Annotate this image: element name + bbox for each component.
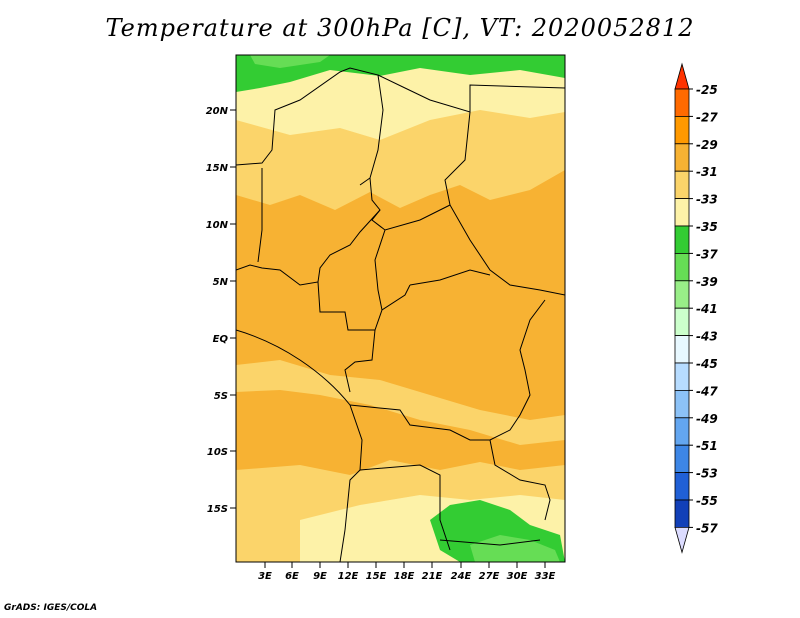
lat-tick-15s: 15S bbox=[207, 504, 236, 515]
colorbar-label: -49 bbox=[696, 412, 718, 426]
longitude-axis: 3E 6E 9E 12E 15E 18E 21E 24E 27E 30E 33E bbox=[258, 562, 556, 582]
country-borders bbox=[236, 67, 565, 562]
lon-label-12e: 12E bbox=[338, 571, 359, 582]
colorbar-label: -55 bbox=[696, 494, 718, 508]
colorbar-segment bbox=[674, 417, 690, 446]
lat-label-10s: 10S bbox=[207, 447, 228, 458]
lon-tick-3e: 3E bbox=[258, 562, 272, 582]
field-south-lightgreen bbox=[470, 535, 560, 562]
colorbar-segment bbox=[674, 280, 690, 309]
lon-tick-24e: 24E bbox=[451, 562, 472, 582]
map-frame bbox=[235, 54, 566, 563]
lon-label-24e: 24E bbox=[451, 571, 472, 582]
lat-tick-5n: 5N bbox=[213, 277, 236, 288]
lon-label-15e: 15E bbox=[366, 571, 387, 582]
lon-tick-15e: 15E bbox=[366, 562, 387, 582]
lat-label-5n: 5N bbox=[213, 277, 229, 288]
lon-tick-12e: 12E bbox=[338, 562, 359, 582]
lat-label-10n: 10N bbox=[206, 220, 229, 231]
field-eq-yellow bbox=[236, 360, 565, 445]
chart-title: Temperature at 300hPa [C], VT: 202005281… bbox=[105, 14, 695, 42]
colorbar-segment bbox=[674, 252, 690, 282]
lon-label-18e: 18E bbox=[394, 571, 415, 582]
lat-tick-10s: 10S bbox=[207, 447, 236, 458]
lon-tick-27e: 27E bbox=[479, 562, 500, 582]
colorbar-bottom-arrow bbox=[674, 527, 690, 554]
colorbar-label: -25 bbox=[696, 83, 718, 97]
colorbar-top-arrow bbox=[674, 62, 690, 90]
lat-tick-20n: 20N bbox=[206, 106, 236, 117]
lat-label-5s: 5S bbox=[214, 391, 228, 402]
lat-tick-5s: 5S bbox=[214, 391, 236, 402]
lon-tick-33e: 33E bbox=[535, 562, 556, 582]
colorbar-segment bbox=[674, 335, 690, 364]
colorbar-segment bbox=[674, 116, 690, 145]
colorbar-label: -33 bbox=[696, 193, 718, 207]
colorbar-label: -47 bbox=[696, 384, 718, 398]
lat-label-20n: 20N bbox=[206, 106, 229, 117]
lon-label-21e: 21E bbox=[422, 571, 443, 582]
colorbar-label: -53 bbox=[696, 467, 718, 481]
lon-label-30e: 30E bbox=[507, 571, 528, 582]
lat-label-15s: 15S bbox=[207, 504, 228, 515]
lat-tick-15n: 15N bbox=[206, 163, 236, 174]
colorbar-label: -27 bbox=[696, 110, 718, 124]
colorbar-segment bbox=[674, 88, 690, 117]
lon-tick-30e: 30E bbox=[507, 562, 528, 582]
colorbar-label: -57 bbox=[696, 521, 718, 535]
lon-tick-18e: 18E bbox=[394, 562, 415, 582]
lon-tick-9e: 9E bbox=[313, 562, 327, 582]
lat-tick-10n: 10N bbox=[206, 220, 236, 231]
colorbar-label: -45 bbox=[696, 357, 718, 371]
colorbar-segment bbox=[674, 143, 690, 172]
lon-tick-21e: 21E bbox=[422, 562, 443, 582]
colorbar-segment bbox=[674, 362, 690, 391]
colorbar-label: -31 bbox=[696, 165, 718, 179]
lon-label-3e: 3E bbox=[258, 571, 272, 582]
lat-label-15n: 15N bbox=[206, 163, 229, 174]
lon-label-9e: 9E bbox=[313, 571, 327, 582]
lon-label-33e: 33E bbox=[535, 571, 556, 582]
field-north-yellow bbox=[236, 110, 565, 210]
lon-label-27e: 27E bbox=[479, 571, 500, 582]
colorbar-label: -41 bbox=[696, 302, 718, 316]
colorbar-segment bbox=[674, 499, 690, 528]
colorbar: -25 -27 -29 -31 -33 -35 -37 -39 -41 -43 -45 -47 -49 -… bbox=[674, 62, 718, 554]
lon-label-6e: 6E bbox=[285, 571, 299, 582]
grads-credit: GrADS: IGES/COLA bbox=[4, 603, 98, 613]
temperature-field bbox=[236, 55, 565, 562]
latitude-axis: 20N 15N 10N 5N EQ 5S 10S 15S bbox=[206, 106, 236, 515]
colorbar-label: -37 bbox=[696, 247, 718, 261]
colorbar-label: -43 bbox=[696, 330, 718, 344]
colorbar-segment bbox=[674, 472, 690, 501]
field-north-green bbox=[236, 55, 565, 92]
colorbar-segment bbox=[674, 170, 690, 199]
lat-label-eq: EQ bbox=[213, 334, 229, 345]
colorbar-label: -35 bbox=[696, 220, 718, 234]
lat-tick-eq: EQ bbox=[213, 334, 236, 345]
field-north-lightgreen bbox=[250, 55, 330, 68]
colorbar-label: -39 bbox=[696, 275, 718, 289]
colorbar-label: -51 bbox=[696, 439, 718, 453]
colorbar-label: -29 bbox=[696, 138, 718, 152]
colorbar-segment bbox=[674, 225, 690, 254]
colorbar-segment bbox=[674, 307, 690, 337]
colorbar-segment bbox=[674, 444, 690, 474]
lon-tick-6e: 6E bbox=[285, 562, 299, 582]
colorbar-segment bbox=[674, 389, 690, 419]
colorbar-segment bbox=[674, 198, 690, 227]
